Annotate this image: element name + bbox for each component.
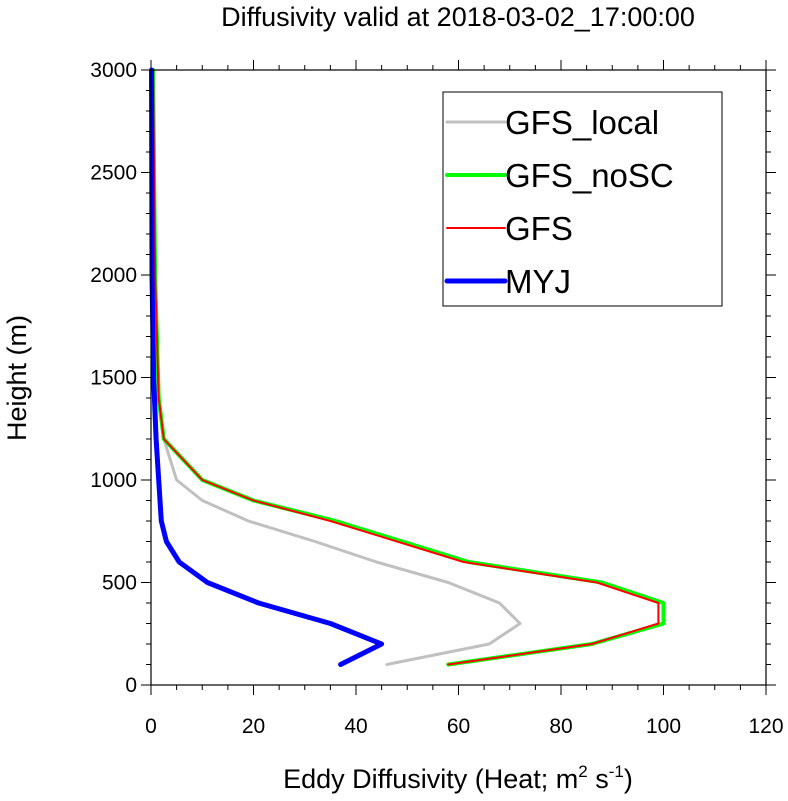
series-layer	[149, 67, 666, 667]
legend-label-gfs-nosc: GFS_noSC	[505, 157, 674, 194]
y-axis-label: Height (m)	[2, 315, 32, 441]
tick-layer: 0 20 40 60 80 100 120 0 500 1000 1500 2000 2500 3000	[90, 59, 783, 738]
y-tick-label: 1500	[90, 367, 137, 390]
legend: GFS_local GFS_noSC GFS MYJ	[442, 91, 723, 307]
x-tick-label: 120	[748, 715, 783, 738]
y-tick-label: 2500	[90, 162, 137, 185]
x-tick-label: 100	[646, 715, 681, 738]
x-axis-label: Eddy Diffusivity (Heat; m2 s-1)	[283, 762, 633, 794]
x-tick-label: 20	[242, 715, 265, 738]
chart-title: Diffusivity valid at 2018-03-02_17:00:00	[221, 2, 695, 32]
series-line-gfs	[152, 69, 660, 666]
y-tick-label: 3000	[90, 59, 137, 82]
y-tick-label: 2000	[90, 264, 137, 287]
legend-label-gfs: GFS	[505, 210, 573, 247]
x-tick-label: 40	[344, 715, 367, 738]
x-tick-label: 60	[447, 715, 470, 738]
series-line-myj	[149, 67, 385, 667]
x-tick-label: 80	[549, 715, 572, 738]
x-tick-label: 0	[145, 715, 157, 738]
y-tick-label: 1000	[90, 469, 137, 492]
legend-entries: GFS_local GFS_noSC GFS MYJ	[444, 104, 674, 300]
legend-label-myj: MYJ	[505, 263, 571, 300]
legend-box	[442, 91, 723, 307]
y-tick-label: 0	[125, 674, 137, 697]
legend-label-gfs-local: GFS_local	[505, 104, 659, 141]
y-tick-label: 500	[102, 572, 137, 595]
